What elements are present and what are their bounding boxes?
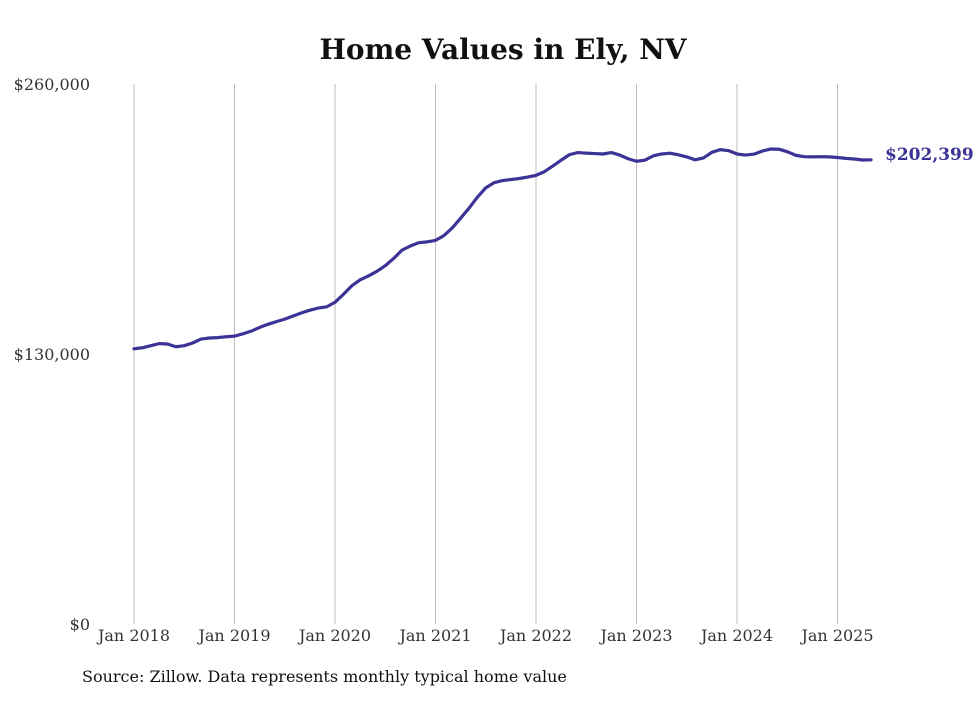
x-tick-label-2025: Jan 2025 bbox=[799, 626, 873, 645]
series-line-home-values bbox=[132, 147, 873, 351]
x-tick-label-2021: Jan 2021 bbox=[397, 626, 471, 645]
x-tick-label-2024: Jan 2024 bbox=[699, 626, 773, 645]
y-tick-label-0: $0 bbox=[70, 615, 90, 634]
x-tick-label-2019: Jan 2019 bbox=[196, 626, 270, 645]
y-tick-label-260000: $260,000 bbox=[14, 75, 90, 94]
x-tick-label-2020: Jan 2020 bbox=[297, 626, 371, 645]
chart-title: Home Values in Ely, NV bbox=[319, 33, 687, 66]
source-note: Source: Zillow. Data represents monthly … bbox=[82, 667, 567, 686]
y-axis-ticks: $0 $130,000 $260,000 bbox=[14, 75, 90, 634]
x-axis-ticks: Jan 2018 Jan 2019 Jan 2020 Jan 2021 Jan 2022… bbox=[96, 626, 874, 645]
gridlines bbox=[133, 84, 838, 624]
x-tick-label-2022: Jan 2022 bbox=[498, 626, 572, 645]
x-tick-label-2018: Jan 2018 bbox=[96, 626, 170, 645]
x-tick-label-2023: Jan 2023 bbox=[598, 626, 672, 645]
end-value-label: $202,399 bbox=[885, 145, 974, 165]
y-tick-label-130000: $130,000 bbox=[14, 345, 90, 364]
